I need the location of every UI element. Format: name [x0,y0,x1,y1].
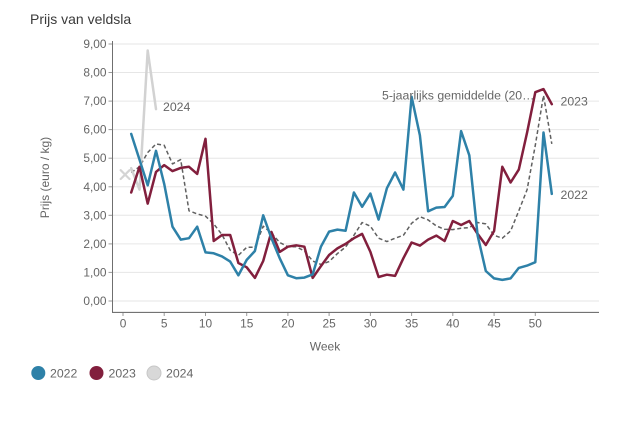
svg-text:5-jaarlijks gemiddelde (20…: 5-jaarlijks gemiddelde (20… [382,89,534,103]
svg-text:7,00: 7,00 [83,94,107,108]
svg-text:3,00: 3,00 [83,208,107,222]
svg-text:50: 50 [529,317,543,331]
svg-text:35: 35 [405,317,419,331]
svg-text:2022: 2022 [561,188,589,202]
svg-text:2024: 2024 [166,367,194,381]
svg-text:1,00: 1,00 [83,265,107,279]
svg-text:2023: 2023 [109,367,137,381]
svg-text:30: 30 [364,317,378,331]
svg-text:2023: 2023 [561,95,589,109]
svg-text:8,00: 8,00 [83,66,107,80]
svg-text:4,00: 4,00 [83,180,107,194]
svg-text:2022: 2022 [50,367,78,381]
svg-text:15: 15 [240,317,254,331]
svg-text:25: 25 [322,317,336,331]
svg-text:0: 0 [120,317,127,331]
svg-text:Prijs (euro / kg): Prijs (euro / kg) [38,137,52,218]
svg-text:5,00: 5,00 [83,151,107,165]
svg-text:2024: 2024 [163,100,191,114]
svg-text:6,00: 6,00 [83,123,107,137]
svg-text:Prijs van veldsla: Prijs van veldsla [30,11,131,27]
svg-text:2,00: 2,00 [83,237,107,251]
svg-text:10: 10 [199,317,213,331]
svg-text:40: 40 [446,317,460,331]
svg-text:5: 5 [161,317,168,331]
svg-text:9,00: 9,00 [83,37,107,51]
svg-text:20: 20 [281,317,295,331]
svg-text:0,00: 0,00 [83,294,107,308]
svg-text:Week: Week [310,340,341,354]
svg-text:45: 45 [487,317,501,331]
